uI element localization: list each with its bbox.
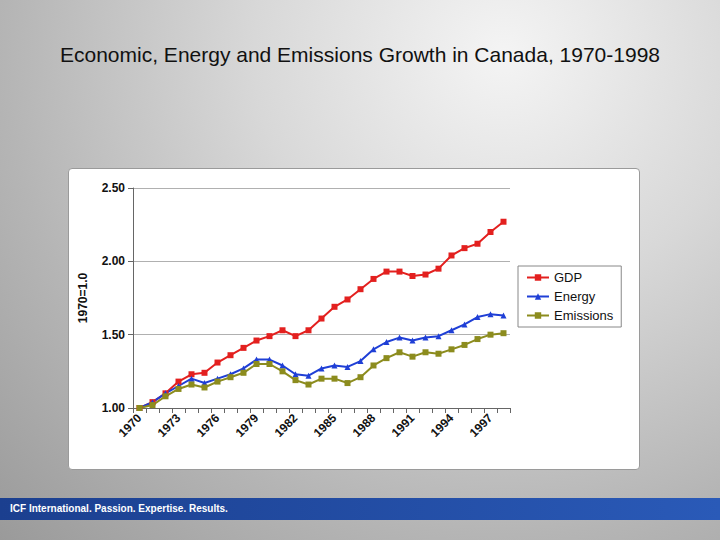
svg-text:1997: 1997 xyxy=(467,411,496,440)
svg-text:2.00: 2.00 xyxy=(102,254,126,268)
svg-text:1970=1.0: 1970=1.0 xyxy=(76,272,90,323)
svg-text:1982: 1982 xyxy=(272,411,301,440)
svg-text:2.50: 2.50 xyxy=(102,181,126,195)
svg-text:1985: 1985 xyxy=(311,411,340,440)
svg-text:1994: 1994 xyxy=(428,411,457,440)
svg-text:1979: 1979 xyxy=(233,411,262,440)
svg-text:GDP: GDP xyxy=(554,270,582,285)
svg-text:1991: 1991 xyxy=(389,411,418,440)
svg-text:1.00: 1.00 xyxy=(102,401,126,415)
svg-text:1970: 1970 xyxy=(116,411,145,440)
svg-text:1988: 1988 xyxy=(350,411,379,440)
svg-text:1.50: 1.50 xyxy=(102,328,126,342)
svg-text:Energy: Energy xyxy=(554,289,596,304)
svg-text:1976: 1976 xyxy=(194,411,223,440)
html-text:ICF International. Passion. Ex: ICF International. Passion. Expertise. R… xyxy=(10,503,228,514)
html-text:Economic, Energy and Emissions: Economic, Energy and Emissions Growth in… xyxy=(60,43,660,66)
svg-text:Emissions: Emissions xyxy=(554,308,614,323)
svg-text:1973: 1973 xyxy=(155,411,184,440)
